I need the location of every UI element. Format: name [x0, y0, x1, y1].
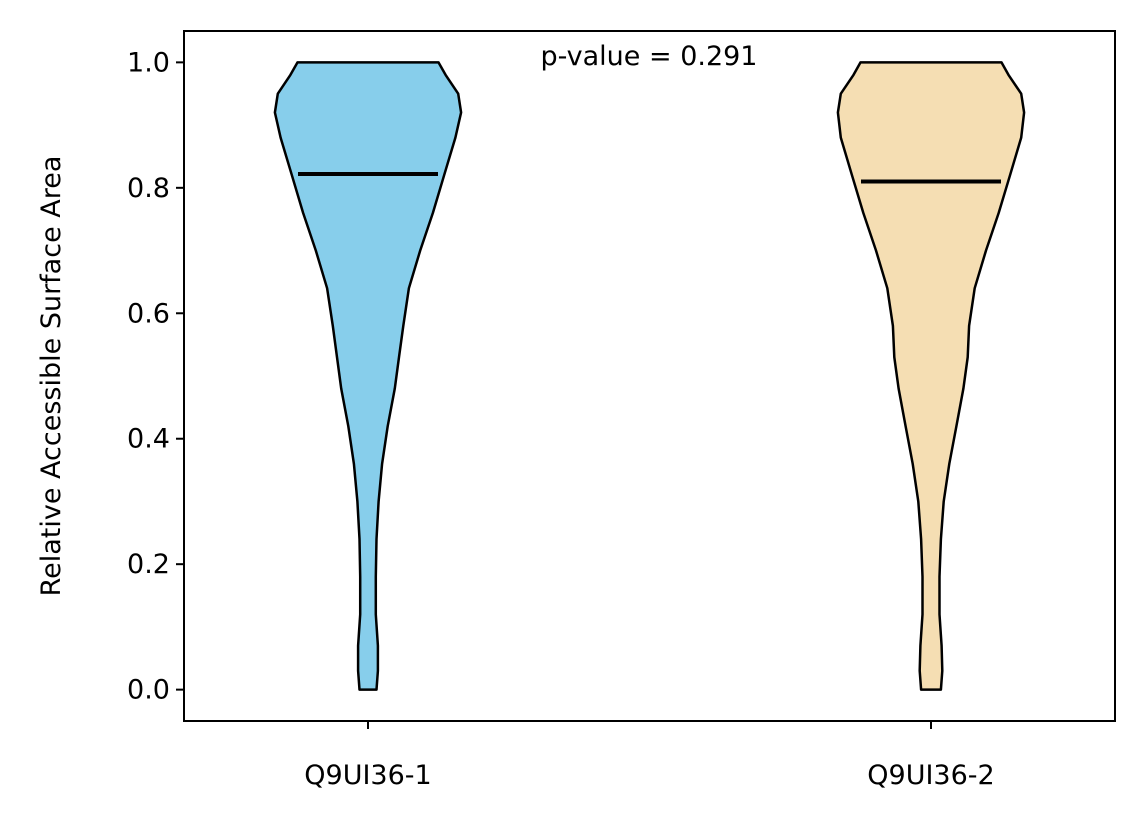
y-tick-label: 0.0	[127, 675, 170, 706]
y-tick-label: 1.0	[127, 47, 170, 78]
p-value-annotation: p-value = 0.291	[541, 41, 758, 72]
median-lines	[298, 172, 1001, 184]
y-axis-ticks: 0.0 0.2 0.4 0.6 0.8 1.0	[127, 47, 184, 706]
x-axis-ticks: Q9UI36-1 Q9UI36-2	[304, 721, 995, 791]
violin-2	[836, 61, 1026, 691]
y-tick-label: 0.8	[127, 173, 170, 204]
x-tick-label: Q9UI36-2	[867, 760, 994, 791]
violin-1	[273, 61, 463, 691]
x-tick-label: Q9UI36-1	[304, 760, 431, 791]
plot-frame	[183, 30, 1116, 722]
y-tick-label: 0.2	[127, 549, 170, 580]
violin-bodies	[273, 61, 1026, 691]
y-tick-label: 0.6	[127, 298, 170, 329]
y-axis-label: Relative Accessible Surface Area	[36, 156, 67, 597]
y-tick-label: 0.4	[127, 424, 170, 455]
